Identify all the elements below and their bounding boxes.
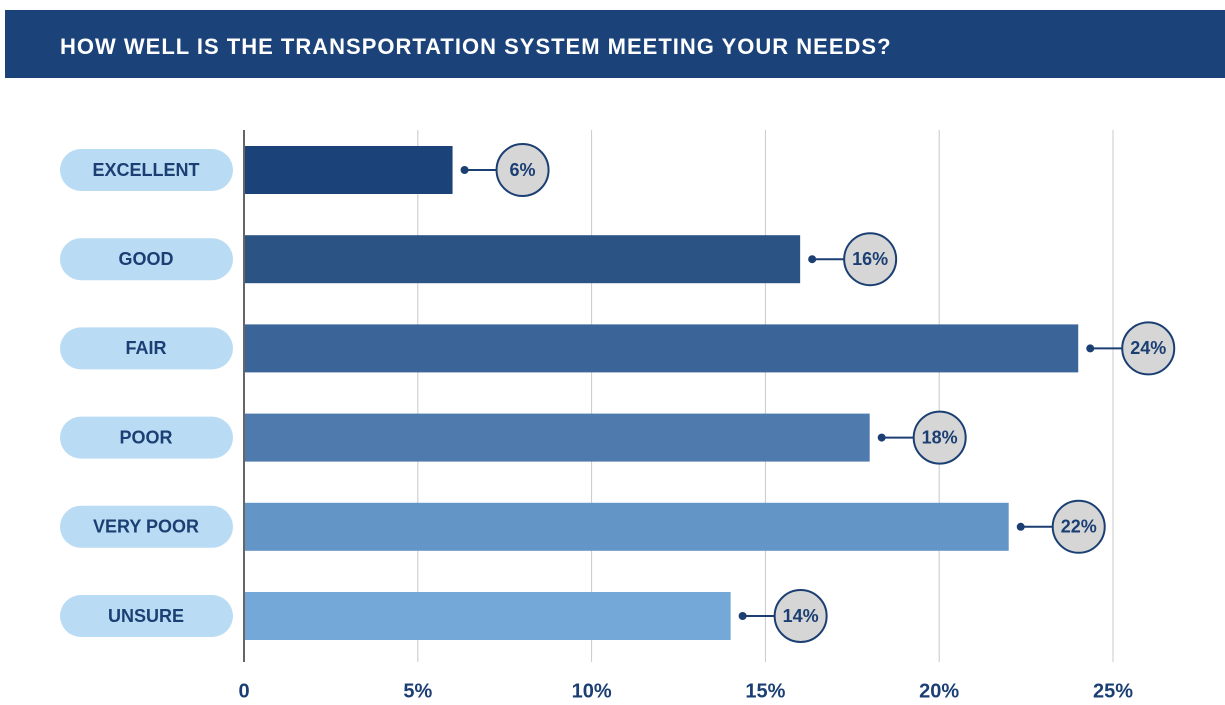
x-tick-label: 10% [572,680,612,702]
leader-dot [1016,522,1025,531]
label-bubble [773,589,828,643]
label-bubble [843,232,898,287]
bar [244,146,453,194]
category-pill [60,149,233,191]
leader-dot [1086,344,1095,353]
category-pill [60,595,233,637]
y-tick-label: POOR [119,427,172,447]
category-pill [60,505,233,548]
bar [244,413,870,462]
y-tick-label: VERY POOR [93,517,199,537]
label-bubble [495,143,550,197]
value-label: 22% [1061,517,1097,537]
label-bubble [1121,321,1176,376]
y-tick-label: FAIR [125,338,166,358]
x-tick-label: 5% [403,680,432,702]
x-tick-label: 20% [919,680,959,702]
bar [244,592,731,640]
x-tick-label: 15% [745,680,785,702]
category-pill [60,238,233,281]
value-label: 6% [510,160,536,180]
chart-title: HOW WELL IS THE TRANSPORTATION SYSTEM ME… [60,34,892,59]
value-label: 14% [783,606,819,626]
y-tick-label: EXCELLENT [92,160,199,180]
bar [244,502,1009,551]
label-bubble [912,410,967,465]
bar [244,324,1079,373]
label-bubble [1051,499,1106,554]
header-band [5,10,1225,78]
value-label: 16% [852,249,888,269]
bar [244,235,801,284]
leader-dot [808,255,817,264]
x-tick-label: 25% [1093,680,1133,702]
x-tick-label: 0 [238,680,249,702]
value-label: 24% [1130,338,1166,358]
y-tick-label: GOOD [118,249,173,269]
leader-dot [460,166,469,174]
category-pill [60,327,233,370]
category-pill [60,416,233,459]
y-tick-label: UNSURE [108,606,184,626]
leader-dot [738,612,747,620]
leader-dot [877,433,886,442]
value-label: 18% [922,427,958,447]
